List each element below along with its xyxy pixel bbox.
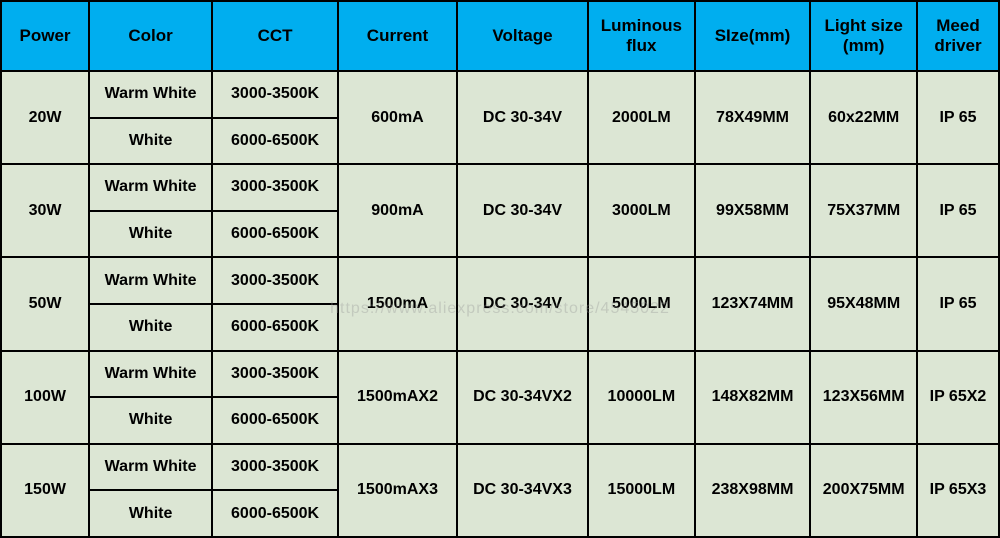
cell-lightsize: 200X75MM bbox=[810, 444, 917, 537]
cell-lightsize: 95X48MM bbox=[810, 257, 917, 350]
cell-current: 900mA bbox=[338, 164, 457, 257]
cell-color: White bbox=[89, 490, 212, 537]
cell-voltage: DC 30-34V bbox=[457, 164, 588, 257]
cell-color: Warm White bbox=[89, 164, 212, 211]
col-driver: Meed driver bbox=[917, 1, 999, 71]
cell-current: 600mA bbox=[338, 71, 457, 164]
spec-table: Power Color CCT Current Voltage Luminous… bbox=[0, 0, 1000, 538]
header-row: Power Color CCT Current Voltage Luminous… bbox=[1, 1, 999, 71]
spec-table-container: Power Color CCT Current Voltage Luminous… bbox=[0, 0, 1000, 538]
table-row: 30W Warm White 3000-3500K 900mA DC 30-34… bbox=[1, 164, 999, 211]
cell-lightsize: 75X37MM bbox=[810, 164, 917, 257]
cell-lightsize: 123X56MM bbox=[810, 351, 917, 444]
cell-cct: 3000-3500K bbox=[212, 71, 338, 118]
col-voltage: Voltage bbox=[457, 1, 588, 71]
table-row: 50W Warm White 3000-3500K 1500mA DC 30-3… bbox=[1, 257, 999, 304]
cell-power: 20W bbox=[1, 71, 89, 164]
cell-cct: 3000-3500K bbox=[212, 351, 338, 398]
cell-current: 1500mA bbox=[338, 257, 457, 350]
table-row: 20W Warm White 3000-3500K 600mA DC 30-34… bbox=[1, 71, 999, 118]
cell-cct: 6000-6500K bbox=[212, 211, 338, 258]
cell-cct: 6000-6500K bbox=[212, 118, 338, 165]
cell-color: White bbox=[89, 397, 212, 444]
cell-power: 30W bbox=[1, 164, 89, 257]
cell-cct: 3000-3500K bbox=[212, 164, 338, 211]
cell-driver: IP 65X2 bbox=[917, 351, 999, 444]
cell-power: 50W bbox=[1, 257, 89, 350]
cell-voltage: DC 30-34VX3 bbox=[457, 444, 588, 537]
cell-power: 100W bbox=[1, 351, 89, 444]
cell-cct: 3000-3500K bbox=[212, 257, 338, 304]
cell-lightsize: 60x22MM bbox=[810, 71, 917, 164]
cell-size: 238X98MM bbox=[695, 444, 811, 537]
cell-driver: IP 65 bbox=[917, 71, 999, 164]
cell-voltage: DC 30-34V bbox=[457, 257, 588, 350]
cell-flux: 15000LM bbox=[588, 444, 695, 537]
col-cct: CCT bbox=[212, 1, 338, 71]
cell-voltage: DC 30-34VX2 bbox=[457, 351, 588, 444]
spec-table-body: 20W Warm White 3000-3500K 600mA DC 30-34… bbox=[1, 71, 999, 537]
cell-size: 99X58MM bbox=[695, 164, 811, 257]
cell-power: 150W bbox=[1, 444, 89, 537]
cell-color: Warm White bbox=[89, 71, 212, 118]
col-current: Current bbox=[338, 1, 457, 71]
cell-size: 148X82MM bbox=[695, 351, 811, 444]
cell-flux: 2000LM bbox=[588, 71, 695, 164]
cell-color: Warm White bbox=[89, 351, 212, 398]
table-row: 150W Warm White 3000-3500K 1500mAX3 DC 3… bbox=[1, 444, 999, 491]
table-row: 100W Warm White 3000-3500K 1500mAX2 DC 3… bbox=[1, 351, 999, 398]
cell-voltage: DC 30-34V bbox=[457, 71, 588, 164]
cell-driver: IP 65X3 bbox=[917, 444, 999, 537]
col-flux: Luminous flux bbox=[588, 1, 695, 71]
cell-driver: IP 65 bbox=[917, 257, 999, 350]
cell-current: 1500mAX2 bbox=[338, 351, 457, 444]
col-power: Power bbox=[1, 1, 89, 71]
cell-flux: 10000LM bbox=[588, 351, 695, 444]
cell-color: White bbox=[89, 118, 212, 165]
col-color: Color bbox=[89, 1, 212, 71]
cell-cct: 6000-6500K bbox=[212, 304, 338, 351]
cell-flux: 3000LM bbox=[588, 164, 695, 257]
cell-cct: 3000-3500K bbox=[212, 444, 338, 491]
col-size: SIze(mm) bbox=[695, 1, 811, 71]
cell-color: Warm White bbox=[89, 257, 212, 304]
cell-cct: 6000-6500K bbox=[212, 490, 338, 537]
cell-cct: 6000-6500K bbox=[212, 397, 338, 444]
cell-size: 123X74MM bbox=[695, 257, 811, 350]
cell-color: White bbox=[89, 304, 212, 351]
cell-current: 1500mAX3 bbox=[338, 444, 457, 537]
cell-driver: IP 65 bbox=[917, 164, 999, 257]
cell-color: White bbox=[89, 211, 212, 258]
cell-flux: 5000LM bbox=[588, 257, 695, 350]
cell-color: Warm White bbox=[89, 444, 212, 491]
col-lightsize: Light size (mm) bbox=[810, 1, 917, 71]
cell-size: 78X49MM bbox=[695, 71, 811, 164]
